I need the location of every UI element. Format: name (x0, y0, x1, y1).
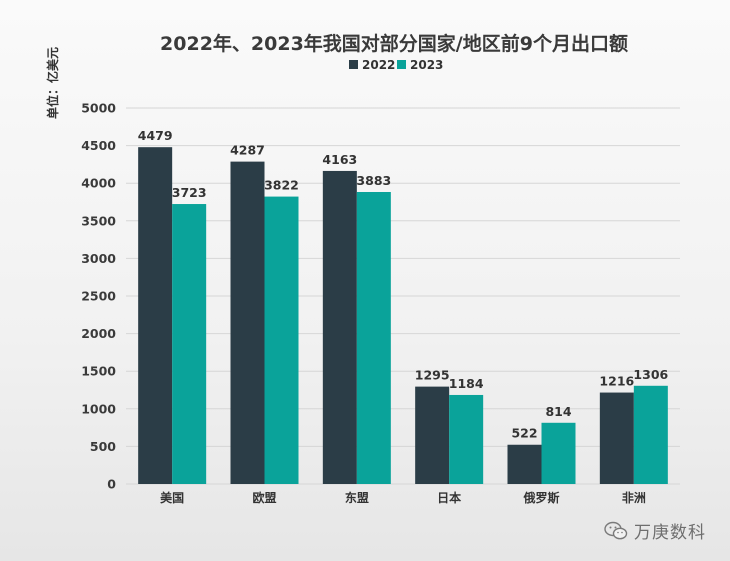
y-tick-label: 3500 (81, 213, 116, 228)
gridlines (126, 107, 680, 485)
legend-label-2023: 2023 (410, 58, 443, 72)
y-tick-label: 3000 (81, 251, 116, 266)
y-tick-label: 500 (90, 439, 116, 454)
data-label: 3723 (172, 185, 207, 200)
y-axis-ticks: 0 500 1000 1500 2000 2500 3000 3500 4000 4500 5000 (81, 101, 116, 492)
y-axis-label: 单位：亿美元 (45, 47, 60, 119)
watermark-text: 万庚数科 (634, 523, 706, 543)
bar-2022 (230, 161, 265, 484)
legend-swatch-2022 (349, 60, 358, 69)
bar-2023 (172, 204, 207, 484)
legend-label-2022: 2022 (362, 58, 395, 72)
legend: 2022 2023 (349, 58, 443, 72)
bar-2022 (322, 170, 357, 485)
data-label: 1306 (633, 367, 668, 382)
data-label: 3822 (264, 178, 299, 193)
watermark: 万庚数科 (604, 518, 706, 543)
y-tick-label: 2500 (81, 289, 116, 304)
data-label: 4479 (138, 128, 173, 143)
bar-2022 (415, 386, 450, 484)
y-tick-label: 1500 (81, 364, 116, 379)
y-tick-label: 5000 (81, 101, 116, 116)
bar-2022 (138, 147, 173, 484)
data-label: 522 (511, 426, 537, 441)
data-label: 814 (545, 404, 571, 419)
bar-2023 (541, 422, 576, 484)
y-tick-label: 2000 (81, 326, 116, 341)
y-tick-label: 4500 (81, 138, 116, 153)
bars (138, 147, 668, 485)
chart-title: 2022年、2023年我国对部分国家/地区前9个月出口额 (160, 32, 628, 55)
x-tick-label: 日本 (437, 490, 461, 505)
data-label: 1216 (599, 374, 634, 389)
x-tick-label: 美国 (160, 490, 184, 505)
y-tick-label: 4000 (81, 176, 116, 191)
wechat-icon (604, 521, 628, 539)
x-tick-label: 俄罗斯 (522, 490, 559, 505)
y-tick-label: 0 (107, 477, 116, 492)
data-label: 4163 (322, 152, 357, 167)
bar-2023 (449, 394, 484, 484)
data-label: 4287 (230, 143, 265, 158)
y-tick-label: 1000 (81, 401, 116, 416)
bar-2023 (264, 196, 299, 484)
bar-2023 (356, 191, 391, 484)
x-tick-label: 东盟 (345, 490, 369, 505)
x-tick-label: 非洲 (622, 490, 646, 505)
bar-2022 (599, 392, 634, 484)
x-axis-ticks: 美国 欧盟 东盟 日本 俄罗斯 非洲 (160, 490, 646, 505)
data-label: 1295 (415, 368, 450, 383)
x-tick-label: 欧盟 (252, 490, 276, 505)
bar-2022 (507, 444, 542, 484)
data-label: 3883 (356, 173, 391, 188)
data-label: 1184 (449, 376, 484, 391)
legend-swatch-2023 (397, 60, 406, 69)
bar-2023 (633, 385, 668, 484)
